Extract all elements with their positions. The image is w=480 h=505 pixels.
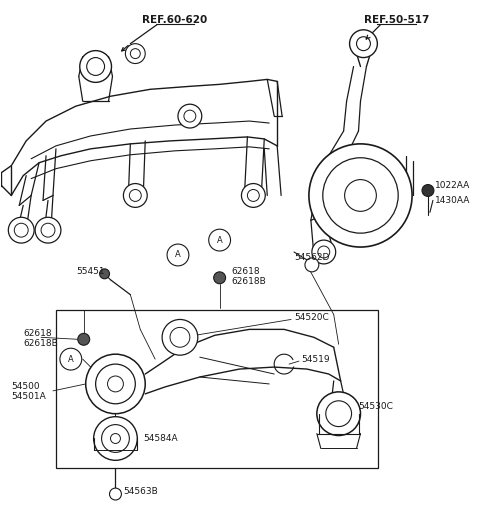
Circle shape (357, 37, 371, 50)
Circle shape (162, 320, 198, 355)
Text: 54520C: 54520C (294, 313, 329, 322)
Circle shape (86, 354, 145, 414)
Circle shape (102, 425, 129, 452)
Circle shape (41, 223, 55, 237)
Circle shape (78, 333, 90, 345)
Text: 54500: 54500 (12, 382, 40, 391)
Text: 62618: 62618 (231, 267, 260, 276)
Circle shape (110, 433, 120, 443)
Text: 54584A: 54584A (143, 434, 178, 443)
Bar (56, 310, 378, 468)
Circle shape (170, 327, 190, 347)
Text: 55451: 55451 (76, 267, 105, 276)
Circle shape (99, 269, 109, 279)
Circle shape (14, 223, 28, 237)
Circle shape (317, 392, 360, 435)
Circle shape (60, 348, 82, 370)
Circle shape (305, 258, 319, 272)
Text: 62618B: 62618B (231, 277, 266, 286)
Circle shape (349, 30, 377, 58)
Circle shape (422, 184, 434, 196)
Circle shape (87, 58, 105, 75)
Circle shape (167, 244, 189, 266)
Circle shape (35, 217, 61, 243)
Text: A: A (217, 236, 223, 244)
Circle shape (8, 217, 34, 243)
Circle shape (241, 183, 265, 208)
Circle shape (345, 180, 376, 211)
Circle shape (129, 189, 141, 201)
Circle shape (108, 376, 123, 392)
Text: REF.60-620: REF.60-620 (143, 15, 208, 25)
Text: 62618: 62618 (23, 329, 52, 338)
Circle shape (184, 110, 196, 122)
Text: 54519: 54519 (301, 355, 330, 364)
Circle shape (96, 364, 135, 404)
Circle shape (214, 272, 226, 284)
Circle shape (123, 183, 147, 208)
Circle shape (247, 189, 259, 201)
Circle shape (326, 401, 351, 427)
Circle shape (309, 144, 412, 247)
Text: 1022AA: 1022AA (435, 181, 470, 190)
Text: 54530C: 54530C (359, 402, 394, 411)
Circle shape (80, 50, 111, 82)
Circle shape (209, 229, 230, 251)
Circle shape (178, 104, 202, 128)
Circle shape (94, 417, 137, 461)
Text: REF.50-517: REF.50-517 (363, 15, 429, 25)
Circle shape (109, 488, 121, 500)
Text: A: A (68, 355, 74, 364)
Text: 62618B: 62618B (23, 339, 58, 348)
Circle shape (323, 158, 398, 233)
Circle shape (131, 48, 140, 59)
Circle shape (312, 240, 336, 264)
Text: A: A (175, 250, 181, 260)
Text: 54501A: 54501A (12, 392, 46, 401)
Circle shape (318, 246, 330, 258)
Text: 54563B: 54563B (123, 487, 158, 495)
Circle shape (125, 44, 145, 64)
Text: 54562D: 54562D (294, 254, 329, 263)
Text: 1430AA: 1430AA (435, 196, 470, 205)
